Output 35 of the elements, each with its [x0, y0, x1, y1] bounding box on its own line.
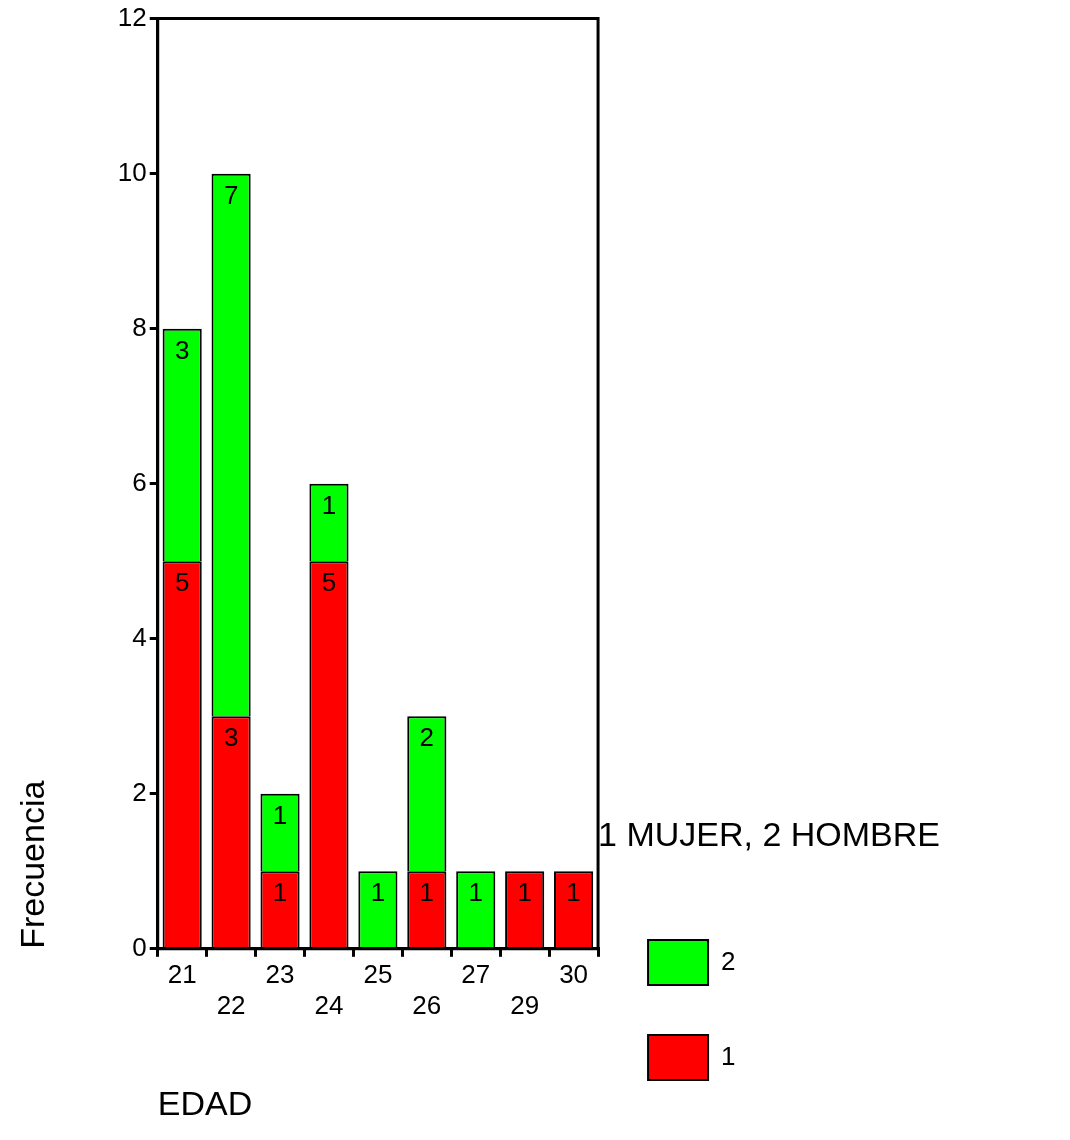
x-tick-label: 25	[363, 958, 393, 989]
legend-title: 1 MUJER, 2 HOMBRE	[598, 814, 941, 853]
data-label: 1	[321, 489, 337, 520]
data-label: 2	[419, 722, 435, 753]
x-tick-label: 29	[510, 989, 540, 1020]
x-tick-label: 23	[265, 958, 295, 989]
x-tick-label: 30	[559, 958, 589, 989]
data-label: 1	[468, 877, 483, 908]
x-tick-label: 26	[412, 989, 442, 1020]
y-tick-label: 10	[117, 156, 147, 187]
x-tick-label: 22	[216, 989, 246, 1020]
x-tick-label: 27	[461, 958, 491, 989]
x-tick-label: 24	[314, 989, 344, 1020]
y-tick-label: 0	[132, 931, 147, 962]
data-label: 7	[223, 179, 239, 210]
y-tick-label: 6	[132, 466, 147, 497]
legend-label: 2	[721, 945, 736, 976]
data-label: 1	[566, 877, 581, 908]
y-axis-title: Frecuencia	[12, 780, 51, 949]
y-tick-label: 2	[132, 776, 147, 807]
y-tick-label: 12	[117, 1, 147, 32]
x-axis-title: EDAD	[157, 1083, 253, 1122]
data-label: 5	[174, 567, 190, 598]
data-label: 1	[370, 877, 386, 908]
data-label: 1	[272, 877, 288, 908]
data-label: 5	[321, 567, 337, 598]
data-label: 1	[419, 877, 435, 908]
y-tick-label: 8	[132, 311, 147, 342]
legend-label: 1	[721, 1040, 736, 1071]
data-label: 1	[517, 877, 532, 908]
x-tick-label: 21	[167, 958, 197, 989]
data-label: 3	[174, 334, 190, 365]
data-label: 3	[223, 722, 239, 753]
y-tick-label: 4	[132, 621, 147, 652]
data-label: 1	[272, 799, 288, 830]
